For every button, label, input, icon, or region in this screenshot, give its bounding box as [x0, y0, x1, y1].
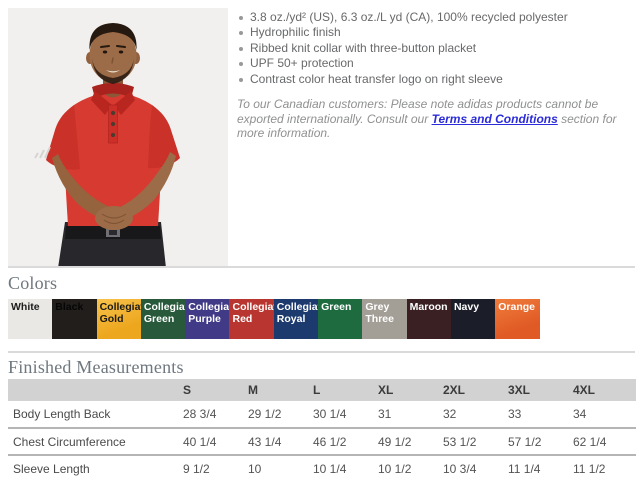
measurement-row-label: Body Length Back [13, 407, 111, 421]
measurement-value: 31 [378, 407, 392, 421]
finished-measurements-heading: Finished Measurements [8, 357, 184, 377]
feature-item: Ribbed knit collar with three-button pla… [237, 41, 636, 56]
measurement-value: 57 1/2 [506, 427, 571, 455]
measurement-value: 49 1/2 [376, 427, 441, 455]
measurement-value: 30 1/4 [313, 407, 347, 421]
measurement-value: 46 1/2 [311, 427, 376, 455]
terms-and-conditions-link[interactable]: Terms and Conditions [431, 111, 558, 126]
measurement-value: 29 1/2 [248, 407, 282, 421]
table-row: Chest Circumference 40 1/4 43 1/4 46 1/2… [8, 427, 636, 455]
feature-item: Contrast color heat transfer logo on rig… [237, 72, 636, 87]
color-swatch-black: Black [52, 299, 97, 339]
measurement-value: 34 [573, 407, 587, 421]
measurement-value: 32 [443, 407, 457, 421]
note-text-before: To our Canadian customers: Please note a… [237, 97, 599, 126]
feature-list: 3.8 oz./yd² (US), 6.3 oz./L yd (CA), 100… [237, 10, 636, 87]
color-swatch-white: White [8, 299, 53, 339]
color-swatch-green: Green [318, 299, 363, 339]
size-column-header: 2XL [441, 379, 506, 401]
measurement-value: 11 1/4 [506, 454, 571, 482]
measurement-value: 10 3/4 [441, 454, 506, 482]
color-swatch-collegiate-royal: Collegiate Royal [273, 299, 319, 339]
measurement-value: 53 1/2 [441, 427, 506, 455]
size-column-header: 4XL [571, 379, 636, 401]
measurement-value: 33 [508, 407, 522, 421]
color-swatch-collegiate-green: Collegiate Green [140, 299, 186, 339]
size-column-header: XL [376, 379, 441, 401]
section-divider [8, 266, 635, 268]
size-column-header: L [311, 379, 376, 401]
measurement-value: 10 [246, 454, 311, 482]
color-swatch-navy: Navy [450, 299, 496, 339]
size-column-header: 3XL [506, 379, 571, 401]
section-divider [8, 351, 635, 353]
measurements-table: S M L XL 2XL 3XL 4XL Body Length Back 28… [8, 379, 636, 482]
measurement-value: 10 1/4 [311, 454, 376, 482]
color-swatch-orange: Orange [495, 299, 540, 339]
product-photo [8, 8, 228, 268]
measurement-value: 40 1/4 [181, 427, 246, 455]
measurement-value: 43 1/4 [246, 427, 311, 455]
note-text-after: section for more information. [237, 111, 617, 141]
measurement-value: 9 1/2 [181, 454, 246, 482]
color-swatch-maroon: Maroon [406, 299, 451, 339]
size-column-header: S [181, 379, 246, 401]
measurement-value: 62 1/4 [571, 427, 636, 455]
color-swatch-grey-three: Grey Three [362, 299, 407, 339]
color-swatch-collegiate-gold: Collegiate Gold [96, 299, 141, 339]
table-row: Body Length Back 28 3/4 29 1/2 30 1/4 31… [8, 401, 636, 428]
color-swatch-collegiate-red: Collegiate Red [229, 299, 274, 339]
measurement-row-label: Sleeve Length [8, 454, 181, 482]
table-header-row: S M L XL 2XL 3XL 4XL [8, 379, 636, 401]
measurement-value: 11 1/2 [571, 454, 636, 482]
table-row: Sleeve Length 9 1/2 10 10 1/4 10 1/2 10 … [8, 454, 636, 482]
colors-heading: Colors [8, 273, 58, 293]
measurement-value: 10 1/2 [376, 454, 441, 482]
size-column-header: M [246, 379, 311, 401]
feature-item: Hydrophilic finish [237, 25, 636, 40]
model-in-red-polo-illustration [8, 8, 228, 268]
measurement-label-header [8, 379, 181, 401]
color-swatch-row: White Black Collegiate Gold Collegiate G… [8, 299, 540, 339]
canadian-customers-note: To our Canadian customers: Please note a… [237, 97, 636, 141]
measurement-row-label: Chest Circumference [8, 427, 181, 455]
color-swatch-collegiate-purple: Collegiate Purple [185, 299, 230, 339]
adidas-logo-icon [34, 146, 51, 159]
feature-item: 3.8 oz./yd² (US), 6.3 oz./L yd (CA), 100… [237, 10, 636, 25]
measurement-value: 28 3/4 [183, 407, 217, 421]
feature-item: UPF 50+ protection [237, 56, 636, 71]
product-details: 3.8 oz./yd² (US), 6.3 oz./L yd (CA), 100… [237, 8, 636, 153]
